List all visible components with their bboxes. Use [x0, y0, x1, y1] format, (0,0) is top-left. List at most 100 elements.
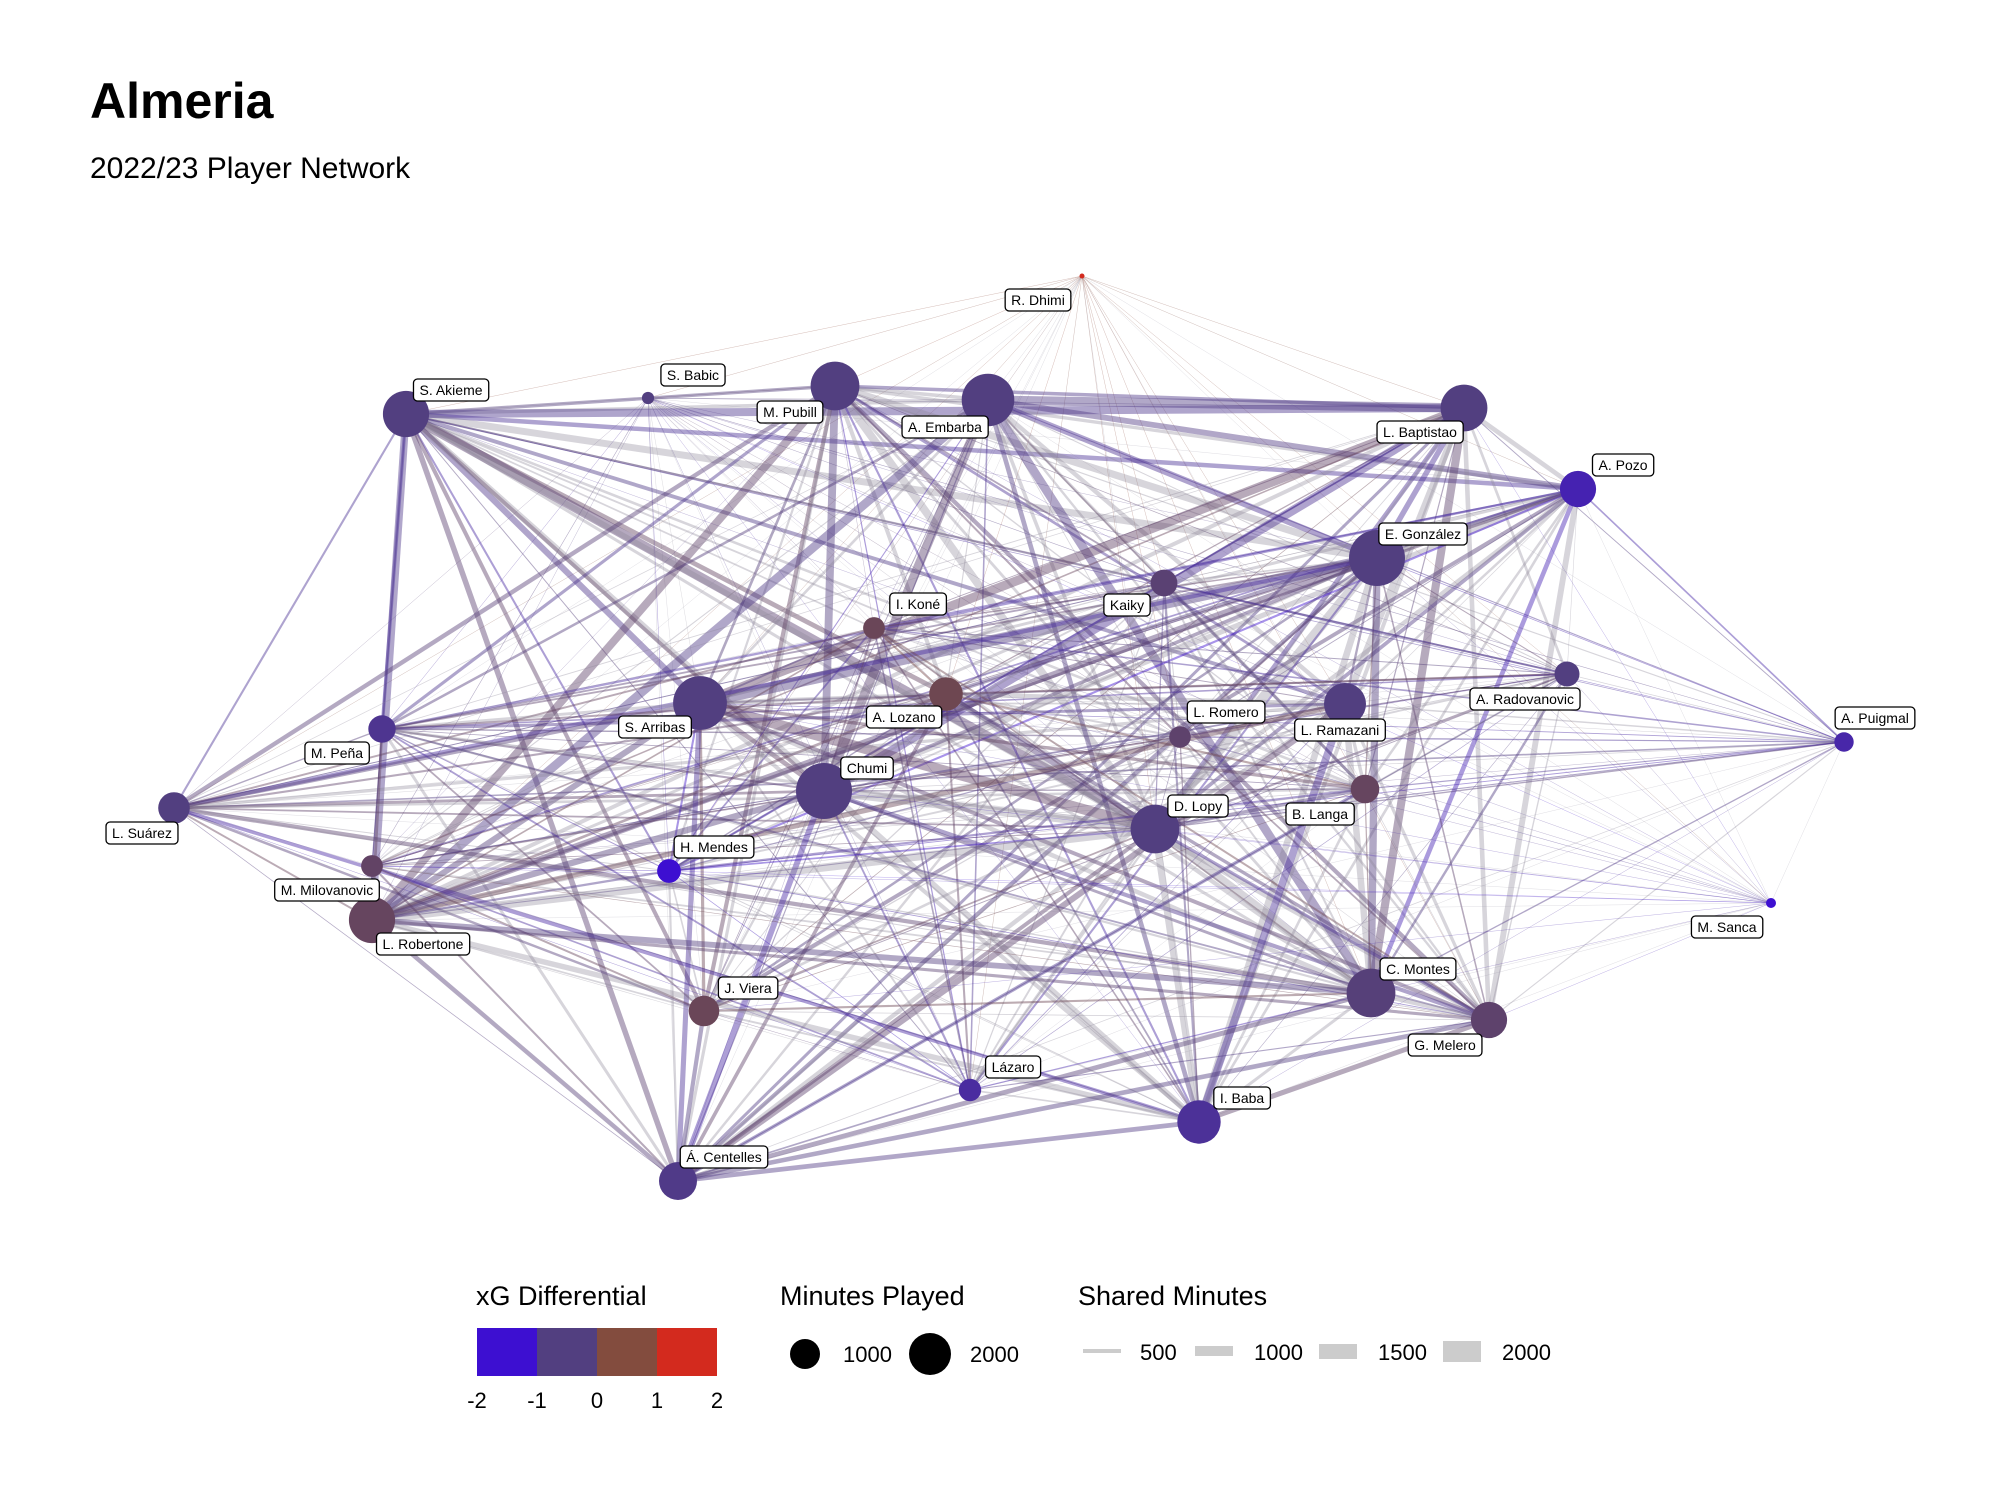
edge-5-11: [1463, 407, 1845, 743]
edge-1-30: [647, 397, 679, 1182]
node-label-box: [984, 1055, 1042, 1079]
edge-20-27: [1364, 788, 1490, 1021]
edge-12-27: [699, 701, 1490, 1022]
edge-7-18: [823, 556, 1378, 793]
node-label-16: M. Peña: [304, 741, 370, 765]
legend-xg-swatch-2: [597, 1328, 657, 1376]
edge-10-16: [381, 673, 1568, 730]
edge-5-19: [1153, 406, 1466, 831]
edge-1-2: [405, 397, 649, 415]
edge-9-29: [1162, 582, 1201, 1123]
node-label-box: [1378, 522, 1468, 546]
edge-10-23: [371, 673, 1568, 921]
edge-7-13: [945, 557, 1378, 695]
edge-2-27: [404, 411, 1491, 1023]
node-label-text: S. Arribas: [625, 719, 686, 735]
edge-25-27: [703, 1010, 1490, 1021]
edge-8-23: [371, 627, 875, 921]
legend-xg-swatch-1: [537, 1328, 597, 1376]
edge-4-13: [945, 399, 989, 695]
edge-16-27: [381, 728, 1490, 1021]
edge-2-3: [405, 384, 836, 416]
edge-12-20: [699, 701, 1366, 791]
node-label-text: D. Lopy: [1174, 798, 1222, 814]
edge-2-11: [405, 413, 1845, 743]
edge-10-13: [945, 673, 1568, 695]
edge-7-8: [873, 557, 1378, 629]
edge-22-29: [371, 865, 1200, 1123]
edge-8-19: [873, 627, 1156, 830]
legend-shared-swatch-2000: [1443, 1341, 1481, 1362]
edge-1-9: [647, 397, 1165, 584]
edge-2-10: [405, 412, 1568, 676]
edge-6-26: [1368, 488, 1581, 994]
edge-22-25: [371, 865, 705, 1012]
node-label-text: I. Baba: [1220, 1090, 1265, 1106]
edge-3-12: [698, 385, 837, 704]
edge-18-19: [823, 786, 1156, 834]
edge-18-24: [823, 790, 1772, 904]
edge-3-17: [172, 384, 837, 810]
edge-3-5: [834, 384, 1465, 410]
edge-2-17: [173, 413, 407, 809]
edge-5-25: [703, 407, 1465, 1012]
edge-1-17: [173, 397, 649, 809]
edge-0-29: [1081, 275, 1200, 1123]
node-label-5: L. Baptistao: [1376, 420, 1464, 444]
node-label-text: G. Melero: [1414, 1037, 1476, 1053]
edge-2-21: [405, 413, 670, 872]
edge-9-30: [677, 582, 1165, 1182]
edge-21-23: [371, 869, 670, 922]
edge-3-22: [371, 385, 836, 867]
edge-1-13: [647, 397, 947, 695]
node-label-box: [1379, 957, 1457, 981]
edge-9-22: [371, 582, 1165, 867]
edge-10-26: [1369, 673, 1569, 994]
node-16: [368, 715, 396, 743]
legend-xg-title: xG Differential: [476, 1281, 647, 1311]
edge-4-25: [703, 399, 989, 1012]
edge-9-17: [173, 582, 1165, 809]
edge-18-25: [702, 790, 826, 1012]
edge-11-26: [1370, 741, 1845, 994]
edge-8-18: [823, 627, 875, 792]
edge-11-17: [173, 741, 1845, 809]
edge-14-18: [823, 736, 1181, 792]
edge-0-17: [173, 275, 1083, 809]
edge-19-20: [1154, 787, 1366, 831]
edge-8-15: [873, 627, 1346, 705]
edge-20-29: [1197, 788, 1367, 1123]
edge-11-19: [1154, 741, 1845, 830]
edge-20-30: [677, 787, 1366, 1183]
edge-19-23: [371, 824, 1156, 925]
edge-11-25: [703, 741, 1845, 1012]
edge-1-20: [647, 397, 1366, 790]
node-13: [929, 677, 963, 711]
edge-2-29: [403, 411, 1202, 1125]
network-edges: [172, 275, 1845, 1184]
edge-21-22: [371, 865, 670, 872]
edge-14-20: [1179, 736, 1366, 790]
edge-9-16: [381, 582, 1165, 730]
edge-1-14: [647, 397, 1181, 738]
edge-15-21: [668, 703, 1346, 872]
edge-29-30: [677, 1119, 1200, 1184]
edge-19-29: [1151, 828, 1203, 1123]
node-label-box: [412, 378, 490, 402]
edge-14-30: [677, 736, 1181, 1182]
edge-5-17: [173, 407, 1465, 809]
edge-0-12: [699, 275, 1083, 704]
node-label-24: M. Sanca: [1690, 915, 1764, 939]
edge-7-16: [381, 557, 1378, 730]
legend-xg-colorbar: [477, 1328, 717, 1376]
edge-28-29: [969, 1089, 1200, 1123]
edge-9-14: [1163, 582, 1181, 738]
edge-16-25: [381, 728, 705, 1012]
legend-minutes-label-1000: 1000: [843, 1342, 892, 1367]
node-28: [958, 1078, 982, 1102]
node-label-0: R. Dhimi: [1004, 288, 1072, 312]
edge-4-14: [987, 399, 1181, 738]
edge-5-30: [676, 406, 1466, 1183]
edge-12-24: [699, 702, 1772, 904]
edge-1-18: [647, 397, 825, 792]
